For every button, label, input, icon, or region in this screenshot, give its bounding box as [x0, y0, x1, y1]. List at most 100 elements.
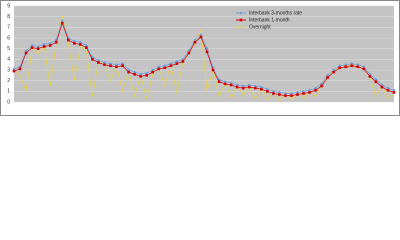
marker [217, 80, 221, 84]
y-tick-label: 0 [7, 99, 10, 105]
marker [368, 75, 372, 78]
y-tick-label: 9 [7, 3, 10, 9]
marker [265, 87, 269, 91]
y-tick-label: 6 [7, 35, 10, 41]
marker [253, 84, 257, 88]
marker [97, 61, 100, 64]
marker [133, 70, 137, 74]
series-line [13, 15, 395, 102]
marker [42, 45, 46, 48]
marker [239, 18, 243, 22]
marker [30, 46, 34, 49]
marker [277, 90, 281, 94]
marker [42, 42, 46, 46]
marker [54, 40, 58, 44]
legend-label: Interbank 3-months rate [249, 10, 302, 16]
marker [350, 62, 354, 66]
marker [278, 93, 281, 96]
marker [320, 82, 324, 86]
marker [36, 44, 40, 49]
marker [36, 47, 40, 50]
marker [78, 40, 82, 44]
marker [48, 44, 52, 47]
page: {"chart_data": {"type": "line", "ylim": … [0, 0, 400, 116]
marker [114, 63, 119, 67]
marker [157, 67, 161, 71]
marker [314, 88, 317, 92]
marker [223, 82, 227, 86]
marker [253, 86, 257, 90]
marker [247, 85, 251, 89]
marker [127, 68, 131, 72]
marker [127, 70, 130, 74]
marker [259, 85, 263, 89]
marker [84, 43, 88, 48]
marker [12, 67, 16, 71]
marker [344, 63, 348, 67]
marker [271, 89, 275, 93]
marker [332, 68, 336, 72]
marker [266, 90, 269, 93]
marker [302, 92, 305, 95]
marker [239, 11, 243, 15]
marker [368, 72, 372, 76]
series-line [13, 21, 395, 96]
plot-area [14, 6, 394, 102]
marker [109, 64, 112, 68]
marker [85, 46, 88, 49]
marker [66, 38, 70, 42]
marker [175, 59, 179, 64]
marker [151, 70, 155, 74]
marker [374, 80, 378, 84]
series-line [13, 19, 395, 94]
marker [260, 87, 263, 91]
marker [295, 90, 300, 94]
marker [235, 85, 239, 89]
marker [139, 75, 142, 78]
marker [145, 71, 149, 75]
marker [356, 65, 360, 69]
marker [356, 63, 360, 67]
marker [169, 62, 173, 66]
y-tick-label: 7 [7, 25, 10, 31]
marker [175, 62, 179, 65]
marker [289, 91, 294, 96]
marker [60, 21, 64, 25]
marker [108, 62, 113, 66]
marker [241, 84, 245, 88]
marker [54, 38, 58, 42]
marker [320, 84, 323, 88]
marker [157, 65, 161, 69]
y-tick-label: 3 [7, 67, 10, 73]
y-tick-label: 2 [7, 78, 10, 84]
marker [79, 43, 82, 46]
marker [392, 88, 396, 92]
marker [211, 68, 215, 72]
marker [362, 65, 366, 69]
marker [380, 83, 384, 87]
marker [247, 83, 251, 87]
marker [193, 38, 197, 42]
marker [151, 68, 155, 72]
marker [338, 64, 342, 68]
marker [205, 50, 209, 54]
marker [301, 89, 306, 93]
marker [169, 64, 173, 68]
y-tick-label: 8 [7, 14, 10, 20]
marker [290, 94, 293, 97]
marker [12, 69, 16, 73]
marker [60, 19, 64, 23]
marker [223, 80, 227, 84]
marker [362, 67, 366, 71]
marker [380, 85, 384, 89]
marker [115, 65, 118, 69]
marker [121, 64, 124, 68]
marker [350, 64, 354, 68]
marker [326, 76, 329, 79]
marker [133, 72, 136, 76]
marker [272, 92, 275, 95]
chart: 0 1 2 3 4 5 6 7 8 9 Interbank 3-months rateInterba… [0, 0, 400, 116]
marker [344, 65, 348, 69]
marker [30, 43, 34, 48]
marker [386, 86, 390, 90]
